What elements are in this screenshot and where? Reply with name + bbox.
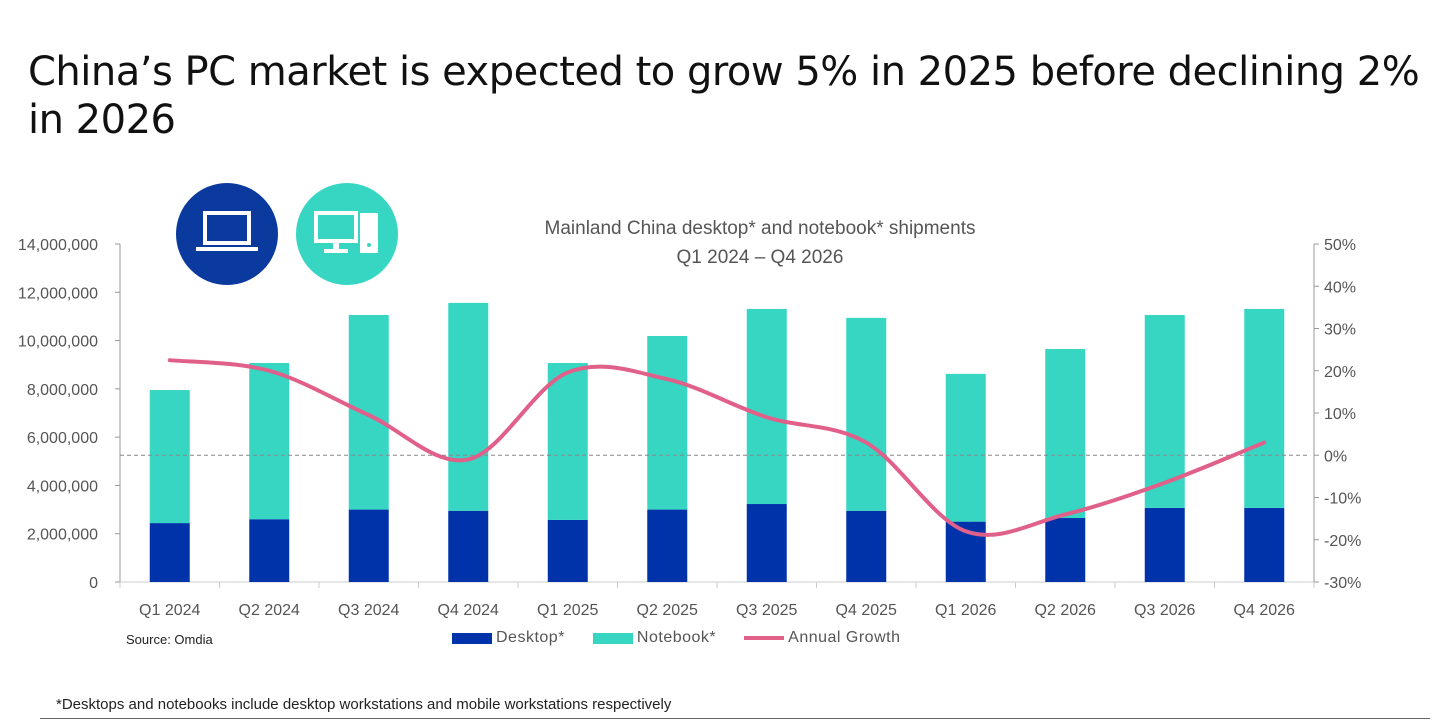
x-tick-label: Q4 2025: [836, 602, 897, 619]
x-tick-label: Q1 2024: [139, 602, 200, 619]
bar-desktop: [348, 509, 389, 582]
right-tick-label: 50%: [1324, 237, 1356, 254]
left-tick-label: 12,000,000: [18, 285, 98, 302]
legend-swatch-desktop: [452, 632, 492, 644]
x-tick-label: Q1 2025: [537, 602, 598, 619]
bar-notebook: [746, 308, 787, 505]
legend: Desktop* Notebook* Annual Growth: [452, 629, 900, 647]
bar-notebook: [149, 390, 190, 524]
right-tick-label: -10%: [1324, 491, 1361, 508]
laptop-icon: [176, 183, 278, 285]
bar-notebook: [1244, 308, 1285, 508]
source-note: Source: Omdia: [126, 632, 213, 647]
x-tick-label: Q3 2026: [1134, 602, 1195, 619]
right-tick-label: 40%: [1324, 279, 1356, 296]
x-tick-label: Q1 2026: [935, 602, 996, 619]
legend-swatch-notebook: [592, 632, 633, 644]
right-tick-label: 30%: [1324, 322, 1356, 339]
left-tick-label: 0: [89, 575, 98, 592]
right-tick-label: 0%: [1324, 448, 1347, 465]
bar-desktop: [1244, 507, 1285, 582]
bar-desktop: [1144, 507, 1185, 582]
bar-notebook: [945, 373, 986, 522]
x-tick-label: Q3 2025: [736, 602, 797, 619]
bar-notebook: [249, 363, 290, 520]
bar-desktop: [547, 519, 588, 582]
bar-notebook: [547, 363, 588, 520]
divider: [40, 718, 1430, 719]
x-tick-label: Q2 2026: [1035, 602, 1096, 619]
legend-desktop: Desktop*: [452, 629, 565, 647]
right-tick-label: -30%: [1324, 575, 1361, 592]
bar-desktop: [746, 504, 787, 582]
legend-label: Desktop*: [496, 629, 565, 646]
x-tick-label: Q2 2025: [637, 602, 698, 619]
chart-title: Mainland China desktop* and notebook* sh…: [460, 214, 1060, 272]
page-title: China’s PC market is expected to grow 5%…: [28, 49, 1420, 143]
bar-desktop: [448, 510, 489, 582]
legend-label: Annual Growth: [788, 629, 901, 646]
legend-swatch-growth: [744, 636, 785, 640]
chart-title-text: Mainland China desktop* and notebook* sh…: [544, 218, 976, 239]
right-tick-label: -20%: [1324, 533, 1361, 550]
bar-notebook: [1045, 349, 1086, 519]
bar-desktop: [647, 509, 688, 582]
bar-desktop: [249, 519, 290, 582]
legend-label: Notebook*: [636, 629, 717, 646]
desktop-computer-icon: [296, 183, 398, 285]
left-tick-label: 14,000,000: [18, 237, 98, 254]
bar-notebook: [448, 302, 489, 511]
growth-line: [167, 358, 1267, 537]
right-tick-label: 20%: [1324, 364, 1356, 381]
bar-notebook: [846, 317, 887, 511]
bar-desktop: [1045, 518, 1086, 582]
bar-desktop: [846, 510, 887, 582]
left-tick-label: 4,000,000: [27, 478, 98, 495]
left-tick-label: 2,000,000: [27, 527, 98, 544]
x-tick-label: Q4 2024: [438, 602, 499, 619]
left-tick-label: 8,000,000: [27, 382, 98, 399]
x-tick-label: Q3 2024: [338, 602, 399, 619]
x-tick-label: Q4 2026: [1234, 602, 1295, 619]
legend-notebook: Notebook*: [592, 629, 717, 647]
right-tick-label: 10%: [1324, 406, 1356, 423]
left-tick-label: 10,000,000: [18, 334, 98, 351]
bar-notebook: [348, 314, 389, 510]
footnote: *Desktops and notebooks include desktop …: [56, 696, 672, 713]
legend-growth: Annual Growth: [744, 629, 900, 647]
bar-notebook: [647, 335, 688, 510]
chart-subtitle: Q1 2024 – Q4 2026: [676, 247, 844, 268]
left-tick-label: 6,000,000: [27, 430, 98, 447]
bar-desktop: [149, 523, 190, 582]
x-tick-label: Q2 2024: [239, 602, 300, 619]
